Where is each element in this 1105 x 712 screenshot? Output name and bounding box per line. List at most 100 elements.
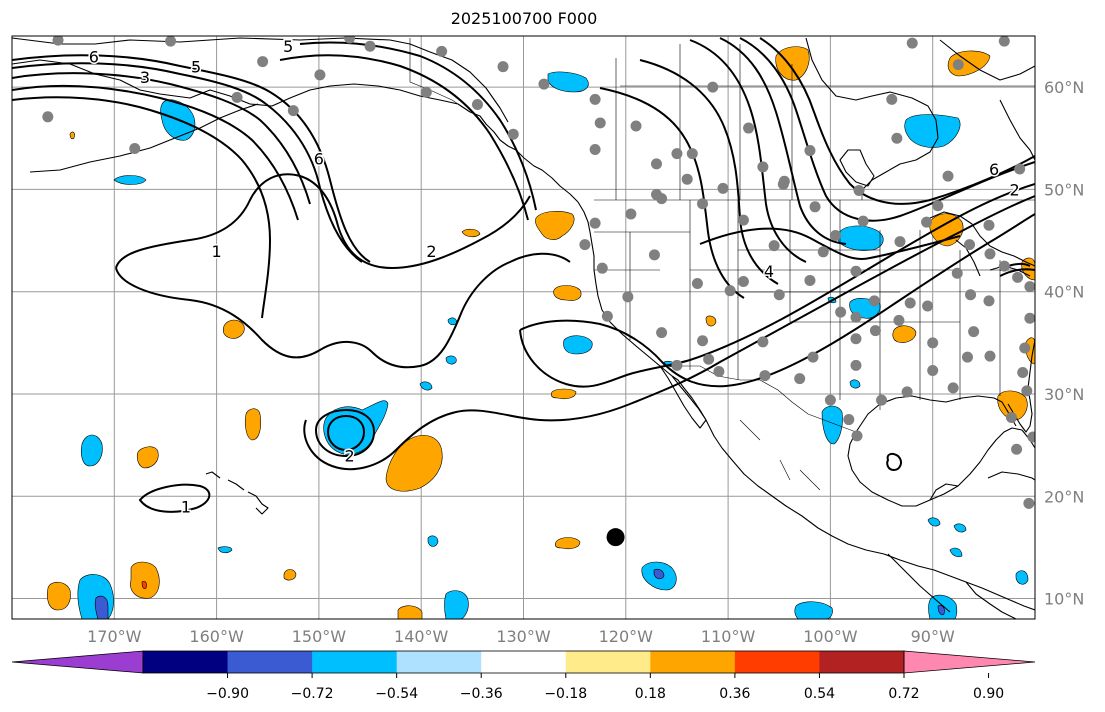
station-dot [932,200,944,212]
positive-anomaly-region [130,561,160,599]
station-dot [850,333,862,345]
negative-anomaly-region [821,405,843,445]
lat-tick-label: 40°N [1044,283,1084,302]
contour-line [314,408,376,458]
positive-anomaly-region [550,388,577,400]
colorbar-segment [819,651,905,673]
station-dot [984,350,996,362]
station-dot [947,382,959,394]
station-dot [622,291,634,303]
colorbar-segment [734,651,820,673]
positive-anomaly-region [397,605,423,619]
station-dot [1005,412,1017,424]
contour-line [699,227,961,260]
station-dot [471,99,483,111]
lon-tick-label: 100°W [803,627,858,646]
station-markers [42,36,1035,509]
map-frame [11,35,1036,620]
station-dot [724,285,736,297]
station-dot [894,236,906,248]
colorbar-extend-high [903,650,1036,674]
station-dot [420,86,432,98]
negative-anomaly-region [1015,570,1029,585]
lon-tick-label: 170°W [87,627,142,646]
aleutian-islands [29,103,259,173]
station-dot [809,201,821,213]
station-dot [759,370,771,382]
station-dot [921,216,933,228]
labrador-coast [999,99,1035,161]
contour-line [519,183,1035,388]
positive-anomaly-region [553,285,582,301]
station-dot [998,260,1010,272]
positive-anomaly-region [535,211,575,240]
station-dot [52,36,64,46]
baja-california [659,365,707,429]
station-dot [1021,385,1033,397]
positive-anomaly-region [136,446,159,469]
negative-anomaly-region [849,379,861,389]
lat-tick-label: 50°N [1044,180,1084,199]
contour-line [12,96,272,319]
positive-anomaly-region [705,315,717,327]
negative-anomaly-region [427,535,439,547]
contour-line [279,54,529,221]
station-dot [830,229,842,241]
positive-anomaly-region [775,46,810,81]
negative-anomaly-region [904,114,961,148]
lat-tick-label: 10°N [1044,590,1084,609]
negative-anomaly-region [547,71,589,93]
us-mexico-border [660,365,857,433]
contour-line [12,84,299,221]
gulf-of-mexico-coast [847,427,1035,507]
colorbar-segment [396,651,482,673]
lon-tick-label: 110°W [701,627,756,646]
station-dot [869,325,881,337]
negative-anomaly-region [445,355,457,365]
station-dot [1017,367,1029,379]
station-dot [876,394,888,406]
station-dot [737,275,749,287]
station-dot [804,274,816,286]
alaska-coastline [12,59,471,113]
station-dot [1014,163,1026,175]
negative-anomaly-region [563,335,593,355]
positive-anomaly-region [554,537,581,550]
station-dot [743,122,755,134]
contour-value-label: 1 [212,242,222,261]
station-dot [906,37,918,49]
contour-value-label: 2 [344,446,354,465]
hudson-bay-coast [805,37,939,191]
contour-line [326,414,366,452]
station-dot [757,336,769,348]
station-dot [287,105,299,117]
station-dot [129,143,141,155]
us-state-lines [594,200,1035,410]
colorbar-tick-label: 0.90 [973,686,1004,702]
contour-line [719,37,847,245]
station-dot [589,144,601,156]
contour-line [759,37,1035,205]
east-coast [1027,339,1035,389]
contour-line [886,452,902,472]
station-dot [364,40,376,52]
station-dot [650,158,662,170]
colorbar-tick-label: −0.90 [206,686,249,702]
negative-anomaly-region [927,517,941,527]
lon-tick-label: 90°W [911,627,955,646]
colorbar-tick-label: 0.54 [804,686,835,702]
station-dot [922,300,934,312]
james-bay [839,149,875,187]
station-dot [707,81,719,93]
colorbar: −0.90 −0.72 −0.54 −0.36 −0.18 0.18 0.36 0.54 0.7… [11,650,1036,702]
station-dot [983,295,995,307]
positive-anomaly-region [141,580,147,590]
contour-line [303,195,1035,471]
colorbar-segment [650,651,736,673]
station-dot [42,111,54,123]
contour-line [299,41,537,211]
station-dot [691,278,703,290]
